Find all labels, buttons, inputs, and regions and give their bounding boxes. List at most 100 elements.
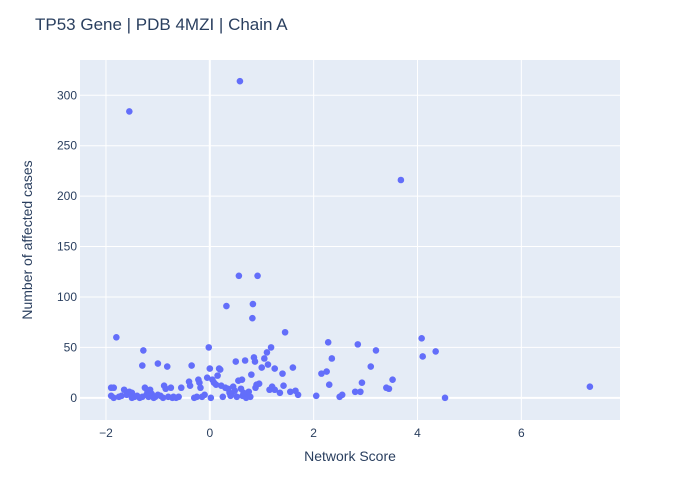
data-point[interactable] bbox=[205, 344, 213, 351]
data-point[interactable] bbox=[207, 394, 215, 402]
data-point[interactable] bbox=[258, 364, 266, 371]
y-tick-label: 0 bbox=[70, 391, 77, 405]
x-tick-label: 0 bbox=[206, 426, 213, 440]
data-point[interactable] bbox=[241, 357, 249, 364]
data-point[interactable] bbox=[196, 379, 203, 386]
data-point[interactable] bbox=[271, 386, 279, 394]
x-axis-title: Network Score bbox=[304, 448, 396, 464]
y-tick-label: 300 bbox=[57, 88, 77, 102]
data-point[interactable] bbox=[312, 392, 320, 400]
data-point[interactable] bbox=[276, 389, 284, 397]
grid-lines bbox=[80, 60, 620, 420]
data-point[interactable] bbox=[110, 394, 118, 402]
data-point[interactable] bbox=[231, 387, 239, 395]
data-point[interactable] bbox=[197, 384, 204, 392]
data-point[interactable] bbox=[267, 344, 275, 351]
data-point[interactable] bbox=[223, 302, 230, 310]
data-point[interactable] bbox=[193, 393, 201, 401]
data-point[interactable] bbox=[120, 386, 128, 394]
data-point[interactable] bbox=[271, 365, 279, 372]
data-point[interactable] bbox=[236, 77, 244, 85]
data-point[interactable] bbox=[372, 347, 380, 354]
data-point[interactable] bbox=[261, 355, 268, 362]
data-point[interactable] bbox=[357, 388, 364, 396]
data-point[interactable] bbox=[358, 379, 366, 386]
data-point[interactable] bbox=[385, 385, 393, 393]
data-point[interactable] bbox=[281, 328, 289, 336]
data-point[interactable] bbox=[325, 381, 333, 389]
chart-title: TP53 Gene | PDB 4MZI | Chain A bbox=[35, 15, 288, 34]
data-point[interactable] bbox=[279, 370, 286, 377]
data-point[interactable] bbox=[255, 380, 263, 387]
data-point[interactable] bbox=[324, 339, 332, 346]
data-point[interactable] bbox=[338, 391, 346, 399]
data-point[interactable] bbox=[249, 300, 257, 308]
data-point[interactable] bbox=[432, 348, 439, 355]
data-point[interactable] bbox=[249, 314, 256, 322]
data-point[interactable] bbox=[177, 384, 185, 392]
data-point[interactable] bbox=[351, 388, 359, 396]
y-axis-title: Number of affected cases bbox=[19, 160, 35, 319]
data-point[interactable] bbox=[280, 382, 287, 390]
data-point[interactable] bbox=[188, 362, 195, 369]
data-point[interactable] bbox=[263, 349, 271, 356]
data-point[interactable] bbox=[294, 391, 302, 399]
data-point[interactable] bbox=[254, 272, 261, 280]
data-point[interactable] bbox=[245, 388, 253, 396]
data-point[interactable] bbox=[233, 393, 241, 401]
data-point[interactable] bbox=[441, 394, 449, 402]
x-tick-label: 6 bbox=[518, 426, 525, 440]
y-tick-label: 200 bbox=[57, 189, 77, 203]
y-axis-ticks: 0 50 100 150 200 250 300 bbox=[57, 88, 77, 405]
data-point[interactable] bbox=[203, 374, 211, 381]
data-point[interactable] bbox=[212, 381, 220, 389]
data-point[interactable] bbox=[289, 364, 297, 371]
data-point[interactable] bbox=[219, 393, 227, 401]
data-point[interactable] bbox=[139, 362, 146, 369]
data-point[interactable] bbox=[214, 372, 221, 379]
x-tick-label: 2 bbox=[310, 426, 317, 440]
data-point[interactable] bbox=[110, 384, 118, 392]
data-point[interactable] bbox=[247, 393, 254, 401]
data-point[interactable] bbox=[397, 176, 405, 184]
y-tick-label: 250 bbox=[57, 139, 77, 153]
data-point[interactable] bbox=[140, 347, 147, 354]
data-point[interactable] bbox=[251, 358, 259, 365]
x-tick-label: 4 bbox=[414, 426, 421, 440]
data-point[interactable] bbox=[154, 360, 162, 367]
data-point[interactable] bbox=[113, 334, 120, 341]
data-point[interactable] bbox=[418, 335, 425, 342]
data-point[interactable] bbox=[175, 393, 182, 401]
data-point[interactable] bbox=[367, 363, 375, 370]
data-point[interactable] bbox=[318, 370, 325, 377]
data-point[interactable] bbox=[216, 366, 224, 373]
data-point[interactable] bbox=[248, 371, 255, 378]
data-point[interactable] bbox=[389, 376, 396, 383]
data-point[interactable] bbox=[328, 355, 336, 362]
data-point[interactable] bbox=[201, 391, 208, 399]
data-point[interactable] bbox=[167, 384, 175, 392]
data-point[interactable] bbox=[238, 376, 246, 383]
data-point[interactable] bbox=[235, 272, 243, 280]
data-point[interactable] bbox=[162, 385, 169, 393]
data-point[interactable] bbox=[163, 363, 171, 370]
data-point[interactable] bbox=[126, 108, 133, 115]
data-point[interactable] bbox=[206, 365, 214, 372]
y-tick-label: 50 bbox=[64, 340, 78, 354]
data-point[interactable] bbox=[323, 368, 330, 375]
data-point[interactable] bbox=[159, 394, 167, 402]
data-point[interactable] bbox=[586, 383, 594, 391]
y-tick-label: 100 bbox=[57, 290, 77, 304]
x-tick-label: −2 bbox=[99, 426, 113, 440]
data-point[interactable] bbox=[354, 341, 362, 348]
y-tick-label: 150 bbox=[57, 240, 77, 254]
data-point[interactable] bbox=[232, 358, 240, 365]
data-point[interactable] bbox=[186, 382, 194, 390]
data-point[interactable] bbox=[118, 392, 125, 400]
data-point[interactable] bbox=[286, 388, 294, 396]
data-points bbox=[107, 77, 594, 402]
data-point[interactable] bbox=[419, 353, 426, 360]
data-point[interactable] bbox=[264, 361, 272, 368]
x-axis-ticks: −2 0 2 4 6 bbox=[99, 426, 525, 440]
